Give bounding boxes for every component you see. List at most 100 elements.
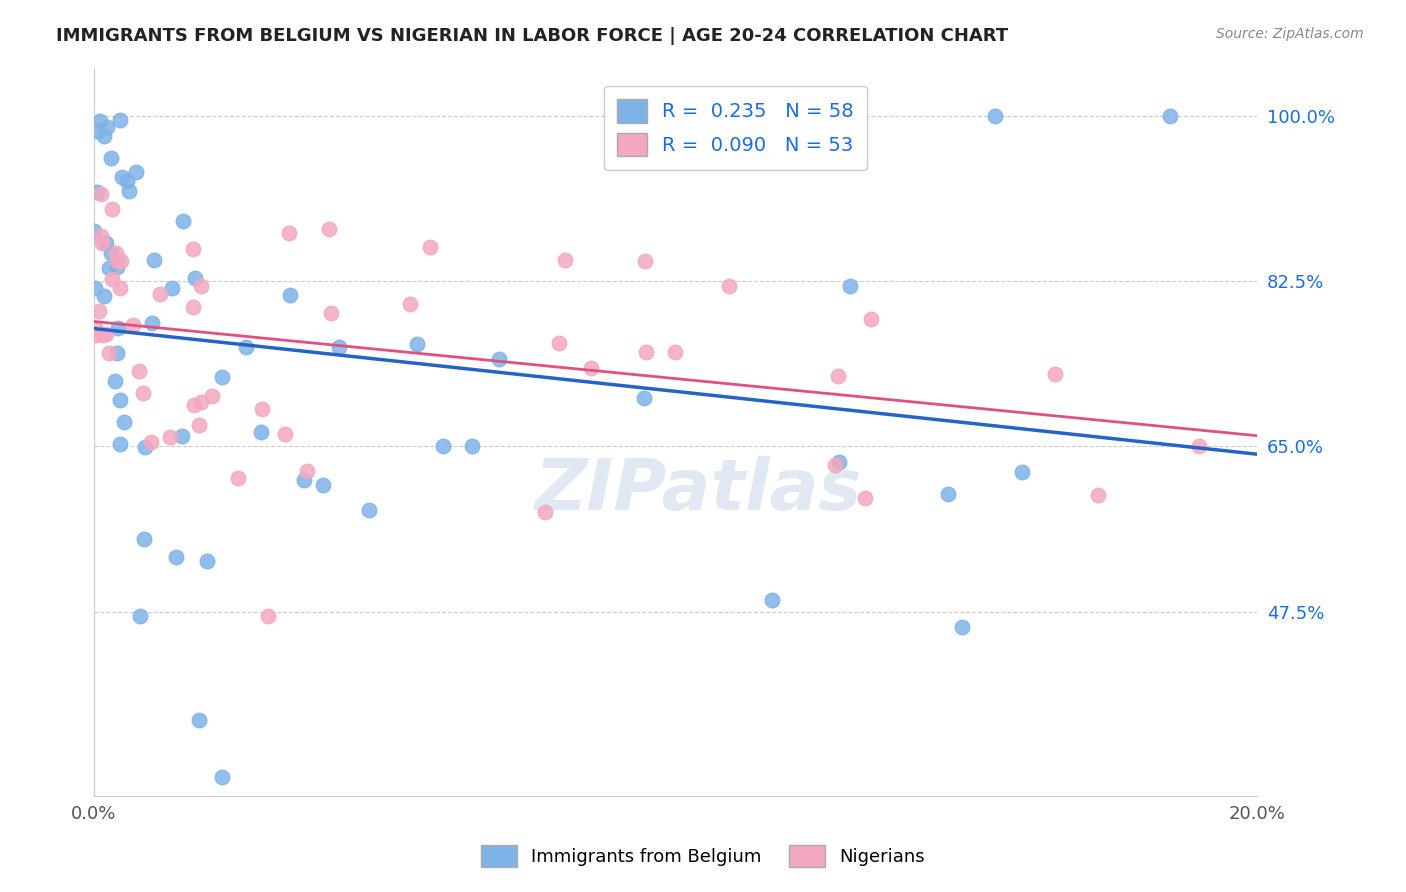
Point [319, 306, 342, 320]
Point [112, 415, 135, 429]
Point [534, 505, 557, 519]
Point [547, 336, 569, 351]
Point [664, 344, 686, 359]
Point [165, 549, 187, 564]
Point [132, 385, 155, 400]
Point [100, 246, 122, 260]
Point [110, 253, 132, 268]
Point [195, 554, 218, 568]
Point [139, 435, 162, 450]
Point [292, 474, 315, 488]
Point [859, 311, 882, 326]
Point [274, 427, 297, 442]
Point [226, 471, 249, 485]
Point [554, 253, 576, 268]
Point [328, 340, 350, 354]
Point [1011, 465, 1033, 479]
Point [141, 316, 163, 330]
Point [461, 439, 484, 453]
Point [183, 300, 205, 314]
Point [104, 246, 127, 260]
Point [91, 235, 114, 250]
Point [162, 280, 184, 294]
Point [211, 770, 233, 784]
Point [110, 392, 132, 407]
Point [405, 337, 427, 351]
Point [107, 253, 129, 268]
Point [84, 281, 107, 295]
Point [124, 165, 146, 179]
Point [149, 287, 172, 301]
Point [984, 109, 1007, 123]
Point [90, 229, 112, 244]
Point [936, 487, 959, 501]
Point [235, 340, 257, 354]
Point [634, 254, 657, 268]
Point [718, 279, 741, 293]
Point [853, 491, 876, 505]
Point [1159, 109, 1181, 123]
Point [190, 395, 212, 409]
Point [94, 327, 117, 342]
Point [1087, 488, 1109, 502]
Point [181, 242, 204, 256]
Point [159, 430, 181, 444]
Point [187, 713, 209, 727]
Text: ZIPatlas: ZIPatlas [536, 456, 862, 524]
Point [579, 360, 602, 375]
Point [90, 187, 112, 202]
Point [107, 321, 129, 335]
Point [108, 113, 131, 128]
Point [278, 287, 301, 301]
Point [827, 368, 849, 383]
Point [105, 346, 128, 360]
Point [633, 391, 655, 405]
Legend: Immigrants from Belgium, Nigerians: Immigrants from Belgium, Nigerians [474, 838, 932, 874]
Point [311, 478, 333, 492]
Point [143, 253, 166, 268]
Point [188, 417, 211, 432]
Point [132, 532, 155, 546]
Point [115, 174, 138, 188]
Point [93, 128, 115, 143]
Point [101, 202, 124, 216]
Point [297, 464, 319, 478]
Point [84, 328, 107, 343]
Point [257, 609, 280, 624]
Point [183, 398, 205, 412]
Point [97, 346, 120, 360]
Point [110, 281, 132, 295]
Text: Source: ZipAtlas.com: Source: ZipAtlas.com [1216, 27, 1364, 41]
Point [824, 458, 846, 473]
Point [96, 236, 118, 251]
Point [190, 279, 212, 293]
Point [128, 363, 150, 377]
Point [118, 184, 141, 198]
Point [839, 278, 862, 293]
Point [108, 437, 131, 451]
Point [488, 351, 510, 366]
Point [432, 439, 454, 453]
Point [129, 609, 152, 624]
Point [636, 344, 658, 359]
Point [399, 296, 422, 310]
Point [250, 425, 273, 439]
Point [250, 402, 273, 417]
Legend: R =  0.235   N = 58, R =  0.090   N = 53: R = 0.235 N = 58, R = 0.090 N = 53 [603, 86, 868, 169]
Point [201, 388, 224, 402]
Point [87, 303, 110, 318]
Point [83, 224, 105, 238]
Point [827, 455, 849, 469]
Point [318, 222, 340, 236]
Point [89, 114, 111, 128]
Point [93, 289, 115, 303]
Point [98, 260, 121, 275]
Point [172, 214, 194, 228]
Point [101, 272, 124, 286]
Point [419, 240, 441, 254]
Point [277, 226, 299, 240]
Point [96, 120, 118, 135]
Point [950, 620, 973, 634]
Point [104, 374, 127, 388]
Point [134, 441, 156, 455]
